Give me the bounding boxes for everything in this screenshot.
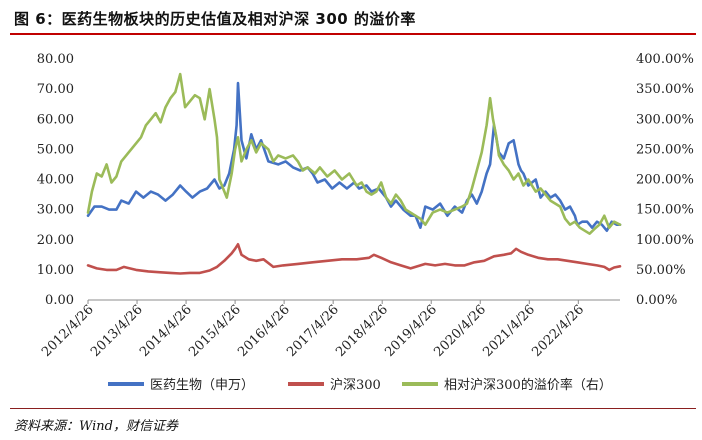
series-line-2 [86,243,622,275]
chart-series [86,72,622,275]
legend-label-2: 沪深300 [330,377,381,393]
y-left-tick-label: 50.00 [37,142,74,157]
x-tick-label: 2019/4/26 [382,302,440,360]
y-left-tick-label: 80.00 [37,52,74,67]
x-tick-label: 2015/4/26 [186,302,244,360]
series-line-3 [86,72,622,235]
legend-label-1: 医药生物（申万） [150,378,254,393]
y-left-tick-label: 40.00 [37,173,74,188]
x-tick-label: 2016/4/26 [235,302,293,360]
source-note: 资料来源：Wind，财信证券 [14,419,178,434]
x-tick-label: 2012/4/26 [39,302,97,360]
chart-legend: 医药生物（申万） 沪深300 相对沪深300的溢价率（右） [108,377,612,393]
y-right-tick-label: 100.00% [636,233,694,248]
series-line-1 [86,81,622,232]
y-right-tick-label: 250.00% [636,142,694,157]
y-right-tick-label: 0.00% [636,293,677,308]
y-left-tick-label: 10.00 [37,263,74,278]
x-tick-label: 2017/4/26 [284,302,342,360]
x-tick-label: 2022/4/26 [529,302,587,360]
line-chart: 0.00 10.00 20.00 30.00 40.00 50.00 60.00 70.00 8… [37,52,694,393]
chart-axes: 0.00 10.00 20.00 30.00 40.00 50.00 60.00 70.00 8… [37,52,694,360]
source-rule [10,408,696,409]
x-tick-label: 2018/4/26 [333,302,391,360]
y-right-tick-label: 50.00% [636,263,686,278]
y-right-tick-label: 150.00% [636,203,694,218]
y-right-tick-label: 200.00% [636,173,694,188]
figure-title: 图 6：医药生物板块的历史估值及相对沪深 300 的溢价率 [14,10,416,28]
y-right-tick-label: 300.00% [636,112,694,127]
x-tick-label: 2014/4/26 [137,302,195,360]
y-right-tick-label: 350.00% [636,82,694,97]
y-left-tick-label: 30.00 [37,203,74,218]
x-tick-label: 2013/4/26 [88,302,146,360]
legend-label-3: 相对沪深300的溢价率（右） [444,377,612,393]
title-rule [10,33,696,35]
y-left-tick-label: 60.00 [37,112,74,127]
x-tick-label: 2021/4/26 [480,302,538,360]
y-left-tick-label: 70.00 [37,82,74,97]
y-left-tick-label: 20.00 [37,233,74,248]
x-tick-label: 2020/4/26 [431,302,489,360]
y-left-tick-label: 0.00 [45,293,74,308]
y-right-tick-label: 400.00% [636,52,694,67]
